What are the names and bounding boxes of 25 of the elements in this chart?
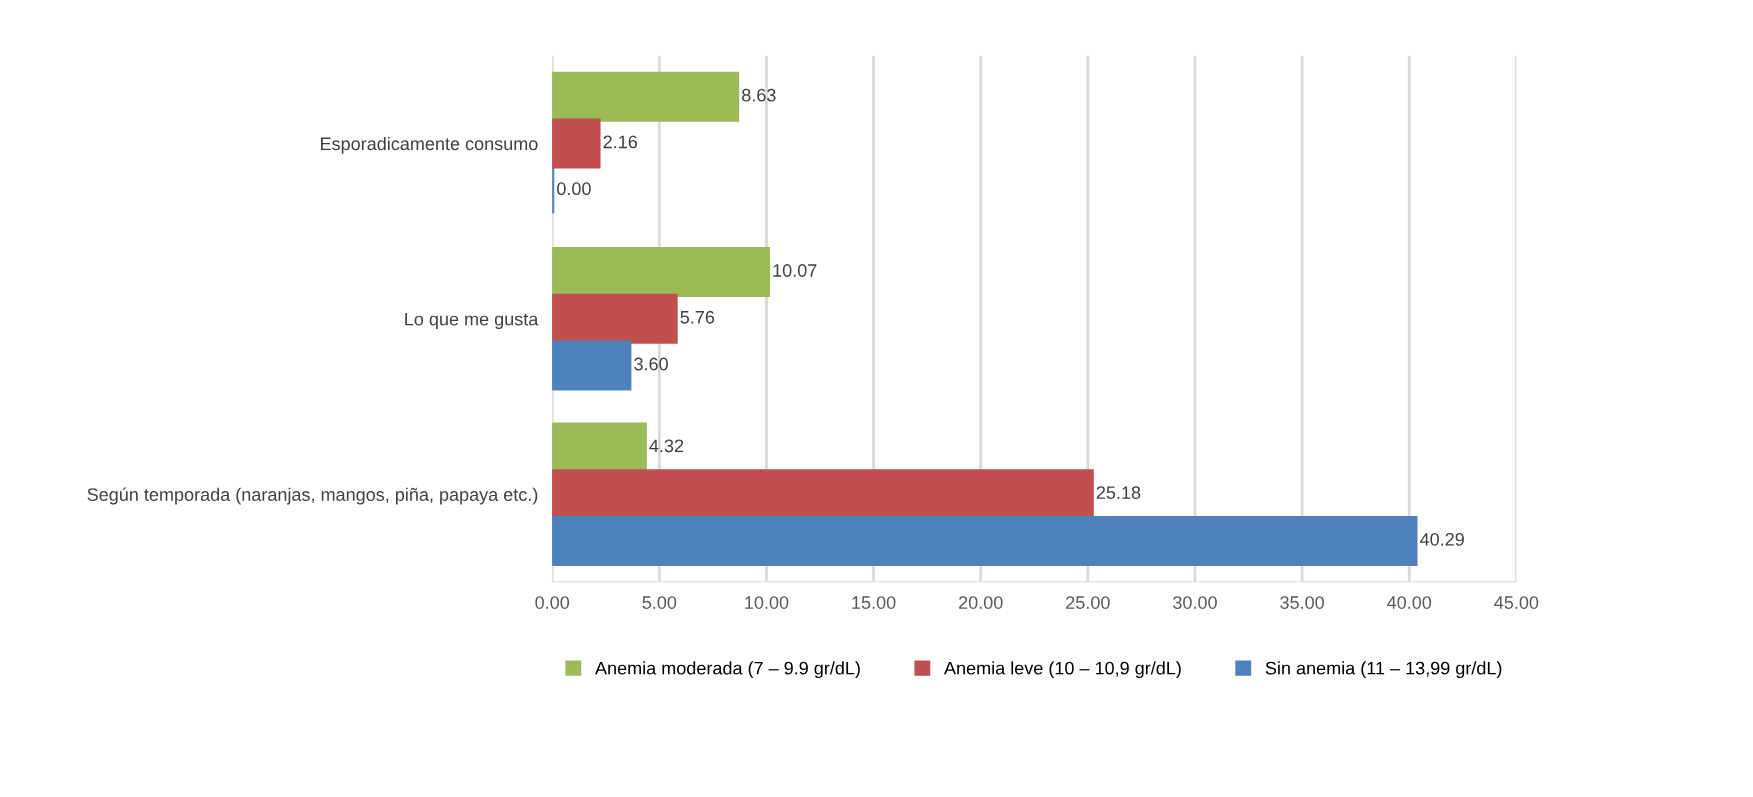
legend-label: Anemia leve (10 – 10,9 gr/dL): [944, 661, 1181, 679]
x-tick-label: 25.00: [1066, 596, 1110, 609]
y-tick-label: Lo que me gusta: [405, 312, 539, 330]
x-tick-label: 15.00: [852, 596, 896, 609]
data-label: 3.60: [634, 357, 668, 371]
data-label: 0.00: [557, 182, 591, 196]
x-tick-label: 40.00: [1387, 596, 1432, 609]
data-label: 8.63: [742, 88, 776, 102]
x-tick-label: 0.00: [535, 596, 570, 609]
data-label: 2.16: [603, 135, 637, 149]
y-tick-label: Según temporada (naranjas, mangos, piña, papaya etc.): [87, 487, 538, 505]
legend-label: Sin anemia (11 – 13,99 gr/dL): [1265, 661, 1502, 679]
x-tick-label: 35.00: [1280, 596, 1324, 609]
data-label: 5.76: [680, 310, 715, 324]
data-label: 4.32: [649, 439, 684, 453]
x-tick-label: 5.00: [642, 596, 677, 609]
data-label: 40.29: [1420, 532, 1464, 546]
x-tick-label: 10.00: [745, 596, 789, 609]
x-tick-label: 45.00: [1494, 596, 1539, 609]
data-label: 25.18: [1096, 486, 1141, 499]
data-label: 10.07: [773, 264, 817, 277]
x-tick-label: 20.00: [959, 596, 1003, 609]
x-tick-label: 30.00: [1173, 596, 1217, 609]
legend-label: Anemia moderada (7 – 9.9 gr/dL): [595, 661, 860, 679]
y-tick-label: Esporadicamente consumo: [321, 136, 538, 154]
